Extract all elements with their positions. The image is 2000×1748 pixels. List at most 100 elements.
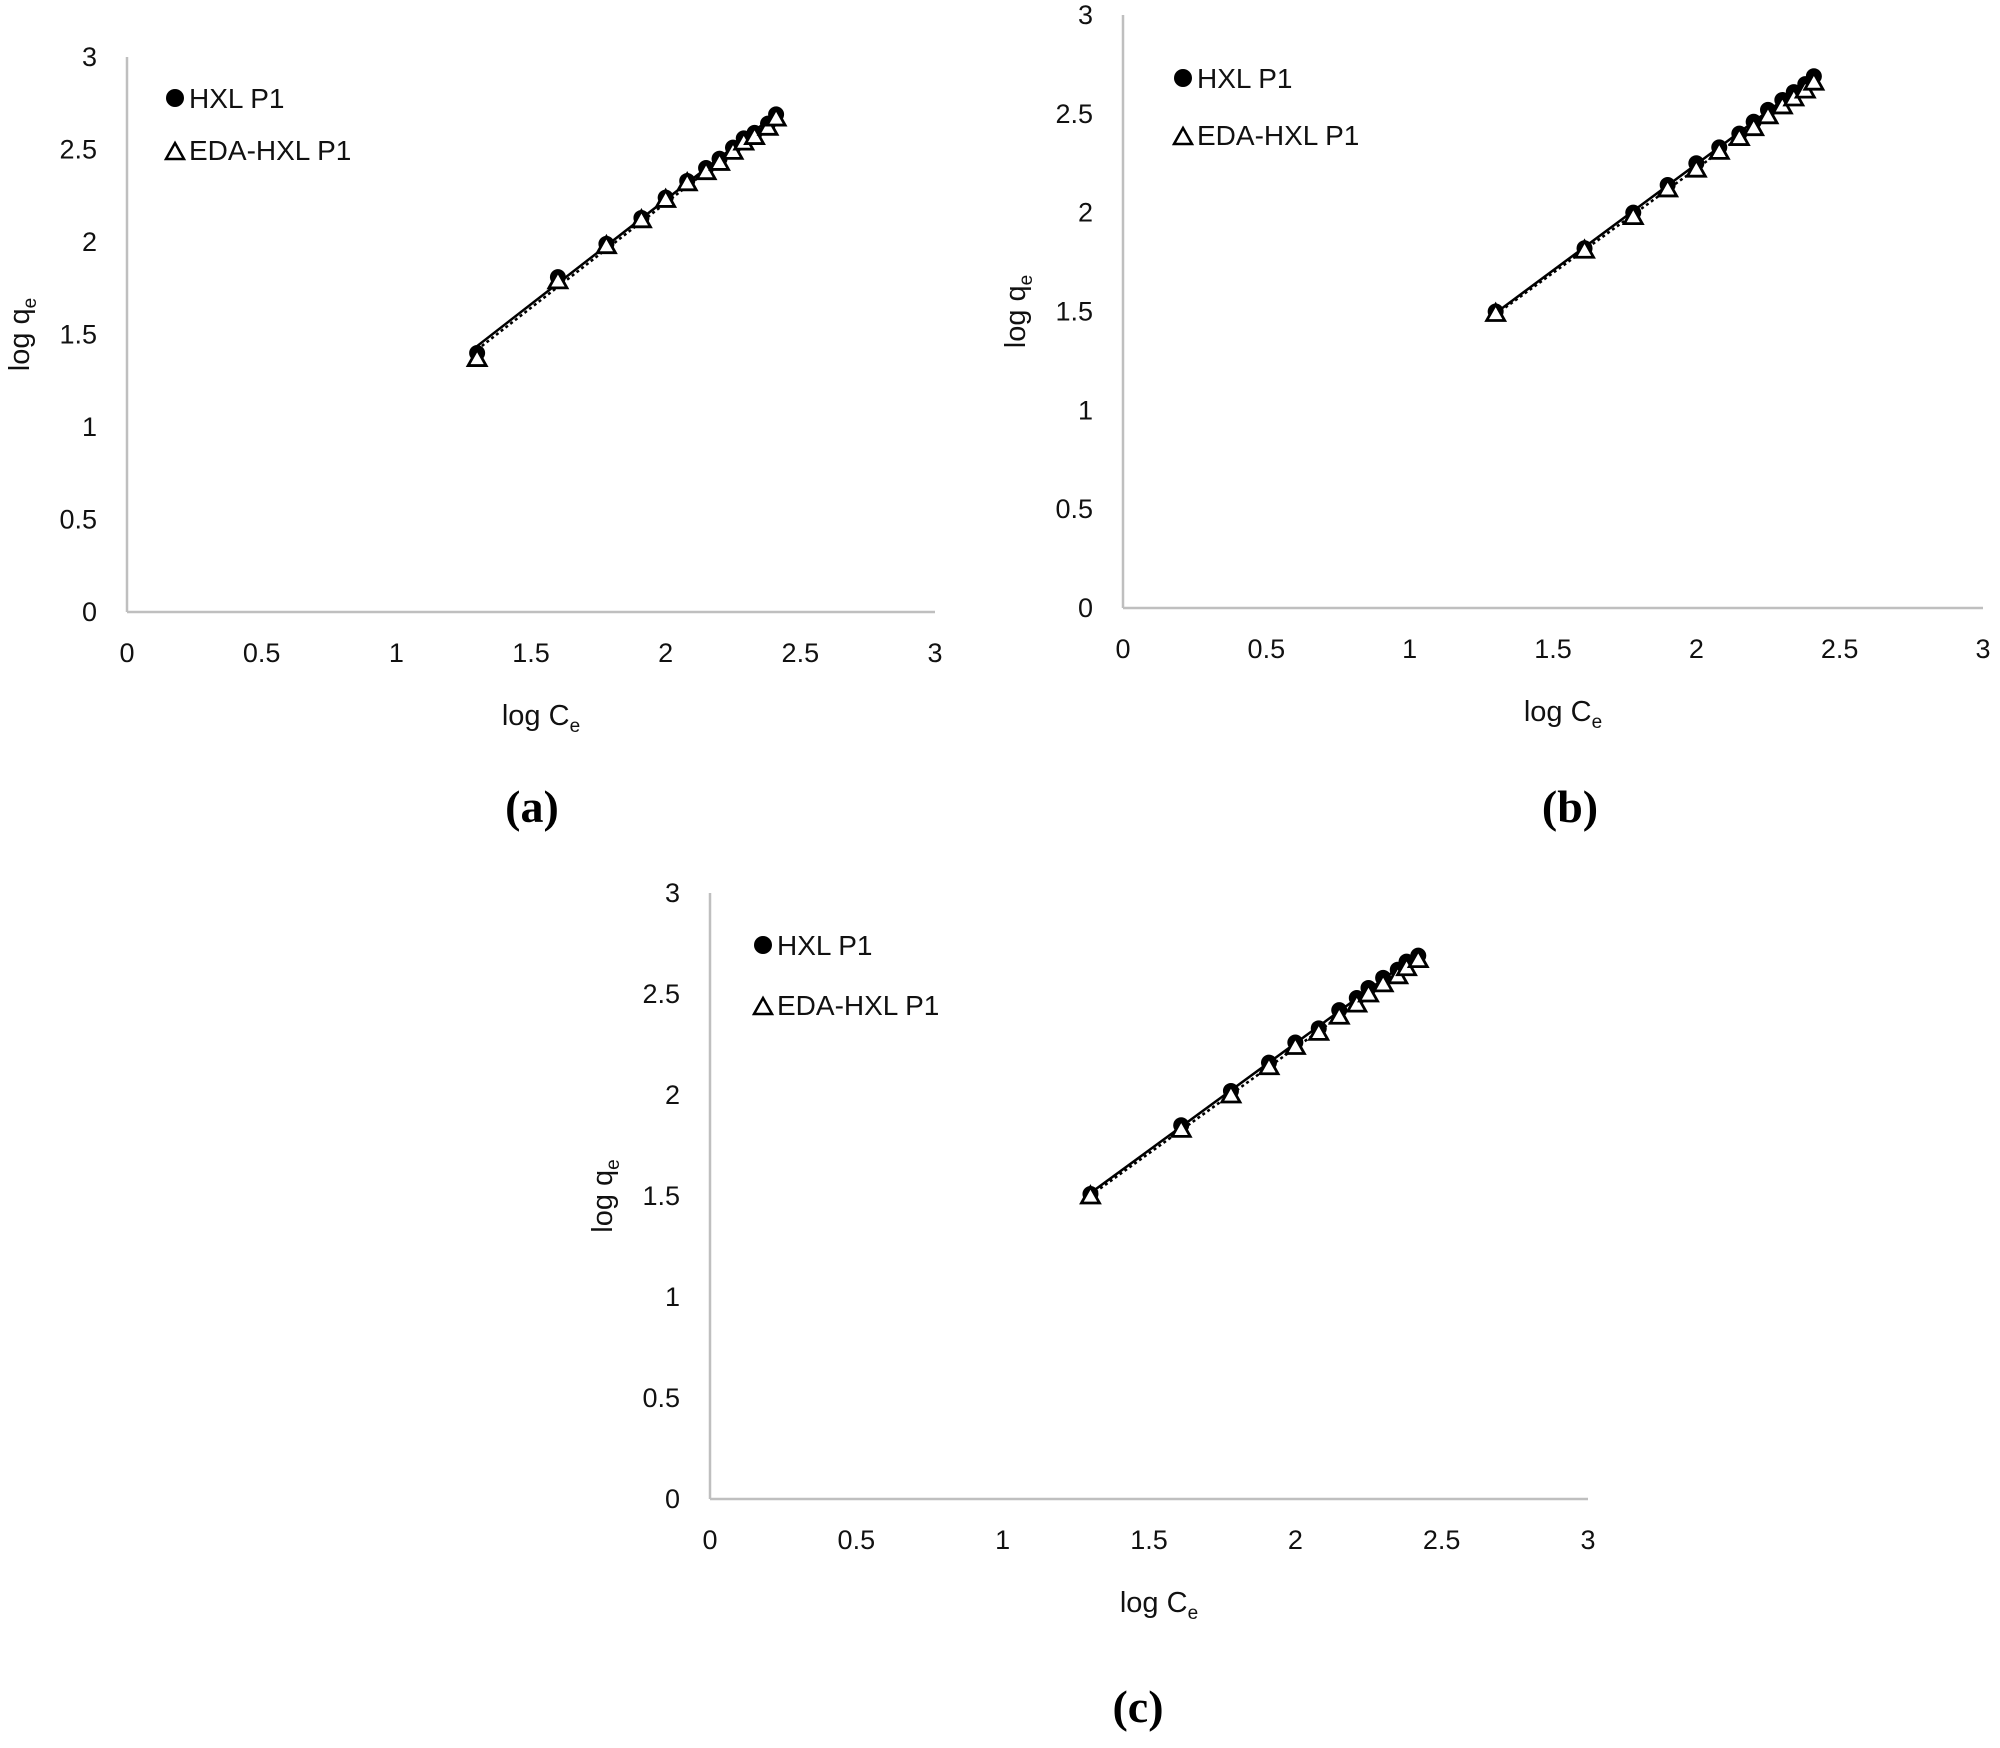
x-tick-label: 2 xyxy=(1689,634,1704,664)
data-point-triangle xyxy=(1327,1004,1351,1025)
series-eda-hxlp1 xyxy=(1484,70,1826,322)
y-tick-label: 2.5 xyxy=(642,979,680,1009)
y-tick-label: 0.5 xyxy=(642,1383,680,1413)
data-point-triangle xyxy=(708,150,731,171)
x-tick-label: 2.5 xyxy=(1821,634,1859,664)
y-tick-label: 3 xyxy=(1078,0,1093,30)
data-point-triangle xyxy=(1756,103,1780,125)
data-point-triangle xyxy=(1727,125,1751,146)
x-tick-label: 1.5 xyxy=(1534,634,1572,664)
chart-panel-b: 0 0.5 1 1.5 2 2.5 3 0 0.5 1 1.5 2 2.5 3 log Ce log qe HX… xyxy=(1000,0,1991,733)
legend: HXL P1 EDA-HXL P1 xyxy=(163,83,351,166)
x-tick-label: 0.5 xyxy=(1248,634,1286,664)
legend-circle-icon xyxy=(754,936,772,954)
x-axis-label: log Ce xyxy=(502,700,580,737)
legend: HXL P1 EDA-HXL P1 xyxy=(751,930,939,1021)
x-axis-label: log Ce xyxy=(1120,1587,1198,1624)
data-point-triangle xyxy=(1707,139,1731,160)
data-point-triangle xyxy=(1345,992,1369,1013)
legend-label-eda-hxlp1: EDA-HXL P1 xyxy=(1197,120,1359,151)
x-tick-label: 1 xyxy=(995,1525,1010,1555)
data-point-triangle xyxy=(1802,70,1826,91)
y-tick-label: 0 xyxy=(1078,593,1093,623)
x-tick-label: 1 xyxy=(1402,634,1417,664)
legend-label-eda-hxlp1: EDA-HXL P1 xyxy=(777,990,939,1021)
data-point-triangle xyxy=(546,268,570,290)
legend-triangle-icon xyxy=(751,995,775,1016)
trendline xyxy=(1494,76,1815,314)
y-tick-label: 0.5 xyxy=(59,505,97,535)
series-hxlp1 xyxy=(1487,68,1822,320)
data-point-triangle xyxy=(1283,1034,1307,1055)
x-tick-label: 3 xyxy=(927,638,942,668)
legend-triangle-icon xyxy=(163,140,187,161)
x-tick-label: 3 xyxy=(1580,1525,1595,1555)
data-point-triangle xyxy=(764,106,788,127)
legend: HXL P1 EDA-HXL P1 xyxy=(1171,63,1359,151)
x-tick-label: 1 xyxy=(389,638,404,668)
y-axis-label: log qe xyxy=(4,298,41,371)
data-point-triangle xyxy=(1621,204,1645,226)
data-point-triangle xyxy=(465,346,489,367)
legend-label-hxlp1: HXL P1 xyxy=(1197,63,1292,94)
y-axis-label: log qe xyxy=(1000,275,1037,348)
x-tick-label: 1.5 xyxy=(512,638,550,668)
data-point-triangle xyxy=(1573,238,1596,259)
legend-circle-icon xyxy=(1174,69,1192,87)
series-hxlp1 xyxy=(1082,947,1427,1202)
data-point-triangle xyxy=(1742,115,1766,137)
y-tick-label: 1 xyxy=(665,1282,680,1312)
panel-label-b: (b) xyxy=(1541,781,1599,832)
data-point-triangle xyxy=(1307,1020,1331,1041)
series-eda-hxlp1 xyxy=(1079,947,1430,1205)
legend-label-hxlp1: HXL P1 xyxy=(777,930,872,961)
data-point-triangle xyxy=(1406,947,1430,969)
x-tick-label: 2 xyxy=(1288,1525,1303,1555)
x-tick-label: 0.5 xyxy=(243,638,281,668)
y-tick-label: 0 xyxy=(82,597,97,627)
legend-circle-icon xyxy=(166,89,184,107)
data-point-triangle xyxy=(1257,1054,1281,1076)
legend-triangle-icon xyxy=(1171,125,1195,146)
x-tick-label: 0 xyxy=(119,638,134,668)
chart-panel-a: 0 0.5 1 1.5 2 2.5 3 0 0.5 1 1.5 2 2.5 3 log Ce log qe HX… xyxy=(4,42,943,737)
y-tick-label: 1 xyxy=(1078,395,1093,425)
x-tick-label: 3 xyxy=(1975,634,1990,664)
x-tick-label: 0.5 xyxy=(838,1525,876,1555)
series-eda-hxlp1 xyxy=(465,106,788,367)
y-tick-label: 2.5 xyxy=(1055,99,1093,129)
y-tick-label: 1 xyxy=(82,412,97,442)
x-tick-label: 2.5 xyxy=(1423,1525,1461,1555)
data-point-triangle xyxy=(654,187,678,208)
y-tick-label: 0 xyxy=(665,1484,680,1514)
x-tick-label: 2 xyxy=(658,638,673,668)
x-axis-label: log Ce xyxy=(1524,696,1602,733)
data-point-triangle xyxy=(1219,1083,1243,1104)
y-tick-label: 1.5 xyxy=(642,1181,680,1211)
legend-label-hxlp1: HXL P1 xyxy=(189,83,284,114)
y-tick-label: 2 xyxy=(1078,198,1093,228)
data-point-triangle xyxy=(1684,157,1708,178)
legend-label-eda-hxlp1: EDA-HXL P1 xyxy=(189,135,351,166)
y-tick-label: 2 xyxy=(665,1080,680,1110)
panel-label-a: (a) xyxy=(505,781,559,832)
y-tick-label: 3 xyxy=(665,878,680,908)
x-tick-label: 0 xyxy=(1115,634,1130,664)
y-tick-label: 2 xyxy=(82,227,97,257)
y-tick-label: 3 xyxy=(82,42,97,72)
chart-panel-c: 0 0.5 1 1.5 2 2.5 3 0 0.5 1 1.5 2 2.5 3 log Ce log qe HX… xyxy=(587,878,1596,1624)
data-point-triangle xyxy=(1357,982,1380,1003)
data-point-triangle xyxy=(1169,1117,1193,1138)
data-point-triangle xyxy=(1656,177,1680,198)
data-point-triangle xyxy=(630,207,653,229)
y-tick-label: 0.5 xyxy=(1055,494,1093,524)
data-point-triangle xyxy=(1079,1184,1102,1205)
data-point-triangle xyxy=(595,233,618,255)
y-tick-label: 1.5 xyxy=(1055,297,1093,327)
x-tick-label: 2.5 xyxy=(782,638,820,668)
data-point-triangle xyxy=(675,170,699,192)
y-tick-label: 2.5 xyxy=(59,135,97,165)
x-tick-label: 0 xyxy=(702,1525,717,1555)
y-tick-label: 1.5 xyxy=(59,320,97,350)
